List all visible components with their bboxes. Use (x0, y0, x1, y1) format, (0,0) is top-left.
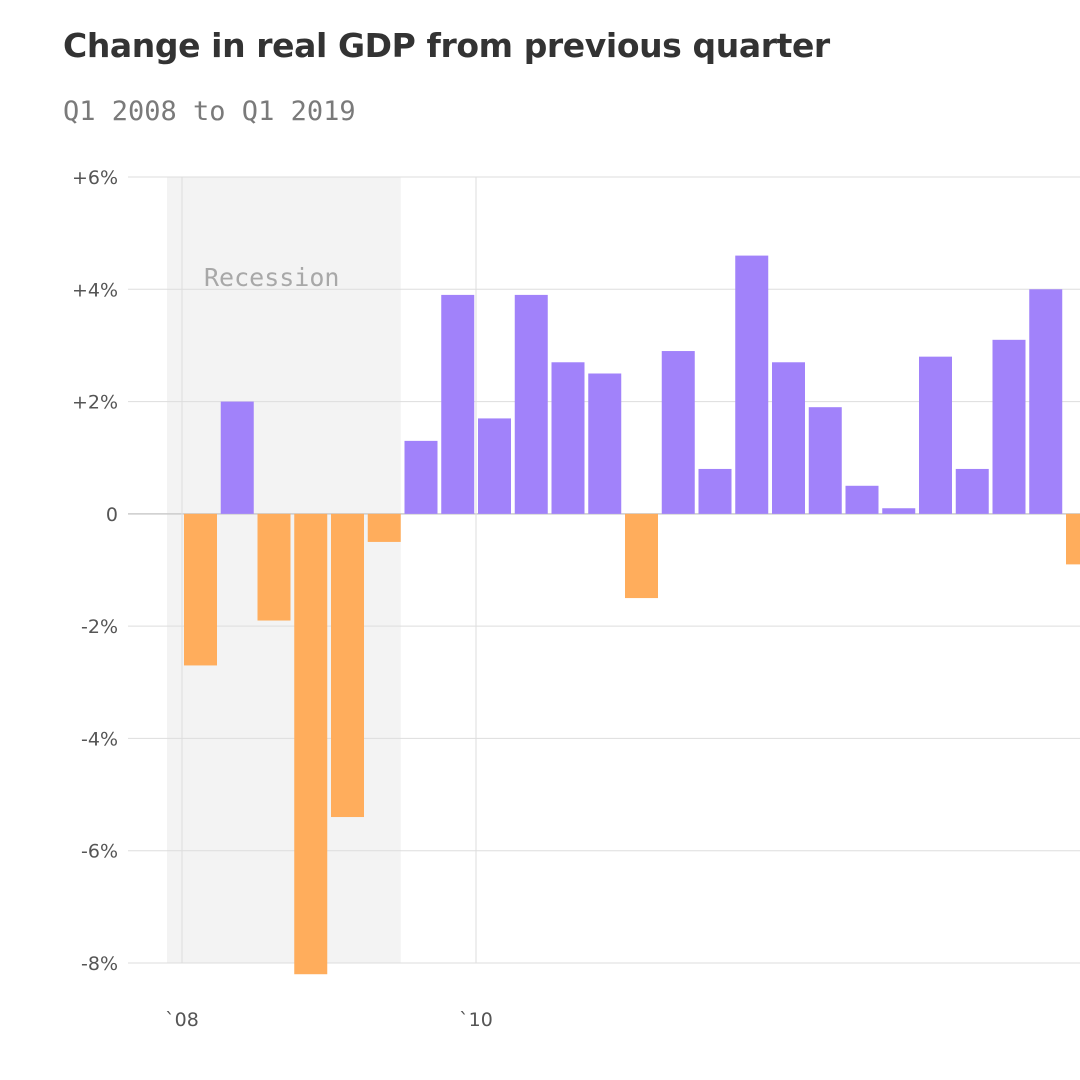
bar-q4-2009 (441, 294, 475, 514)
x-axis-labels: `08 `10 (165, 1009, 493, 1031)
bar-q1-2010 (478, 418, 511, 514)
bar-q4-2013 (1029, 289, 1063, 514)
bar-q4-2008 (294, 513, 328, 975)
bar-q3-2012 (845, 485, 879, 514)
bar-q1-2012 (772, 362, 805, 514)
bar-q2-2009 (367, 513, 401, 542)
y-tick-label: +4% (72, 279, 118, 301)
bar-q2-2010 (514, 294, 548, 514)
bar-q3-2013 (992, 339, 1026, 514)
y-tick-label: -8% (81, 953, 118, 975)
chart-title: Change in real GDP from previous quarter (63, 26, 830, 65)
bar-q2-2013 (955, 468, 989, 514)
bars-layer (184, 255, 1080, 975)
bar-q4-2012 (882, 508, 916, 514)
bar-q3-2011 (698, 468, 732, 514)
x-tick-label: `10 (459, 1009, 493, 1031)
bar-q1-2014 (1066, 513, 1080, 565)
y-tick-label: +2% (72, 392, 118, 414)
bar-q1-2009 (331, 513, 364, 818)
y-tick-label: -4% (81, 728, 118, 750)
bar-q1-2008 (184, 513, 217, 666)
y-tick-label: -2% (81, 616, 118, 638)
bar-q2-2012 (808, 407, 842, 514)
y-tick-label: 0 (106, 504, 118, 526)
y-axis-labels: +6% +4% +2% 0 -2% -4% -6% -8% (72, 167, 118, 975)
y-tick-label: -6% (81, 841, 118, 863)
bar-q3-2008 (257, 513, 291, 621)
bar-q1-2011 (625, 513, 658, 599)
bar-q3-2010 (551, 362, 585, 514)
chart-subtitle: Q1 2008 to Q1 2019 (63, 96, 356, 127)
bar-q2-2008 (220, 401, 254, 514)
bar-q1-2013 (919, 356, 952, 514)
bar-q4-2011 (735, 255, 769, 514)
annotations-layer: Recession (204, 263, 339, 292)
x-tick-label: `08 (165, 1009, 199, 1031)
y-tick-label: +6% (72, 167, 118, 189)
bar-q3-2009 (404, 440, 438, 514)
bar-q2-2011 (661, 351, 695, 514)
bar-q4-2010 (588, 373, 622, 514)
recession-label: Recession (204, 263, 339, 292)
